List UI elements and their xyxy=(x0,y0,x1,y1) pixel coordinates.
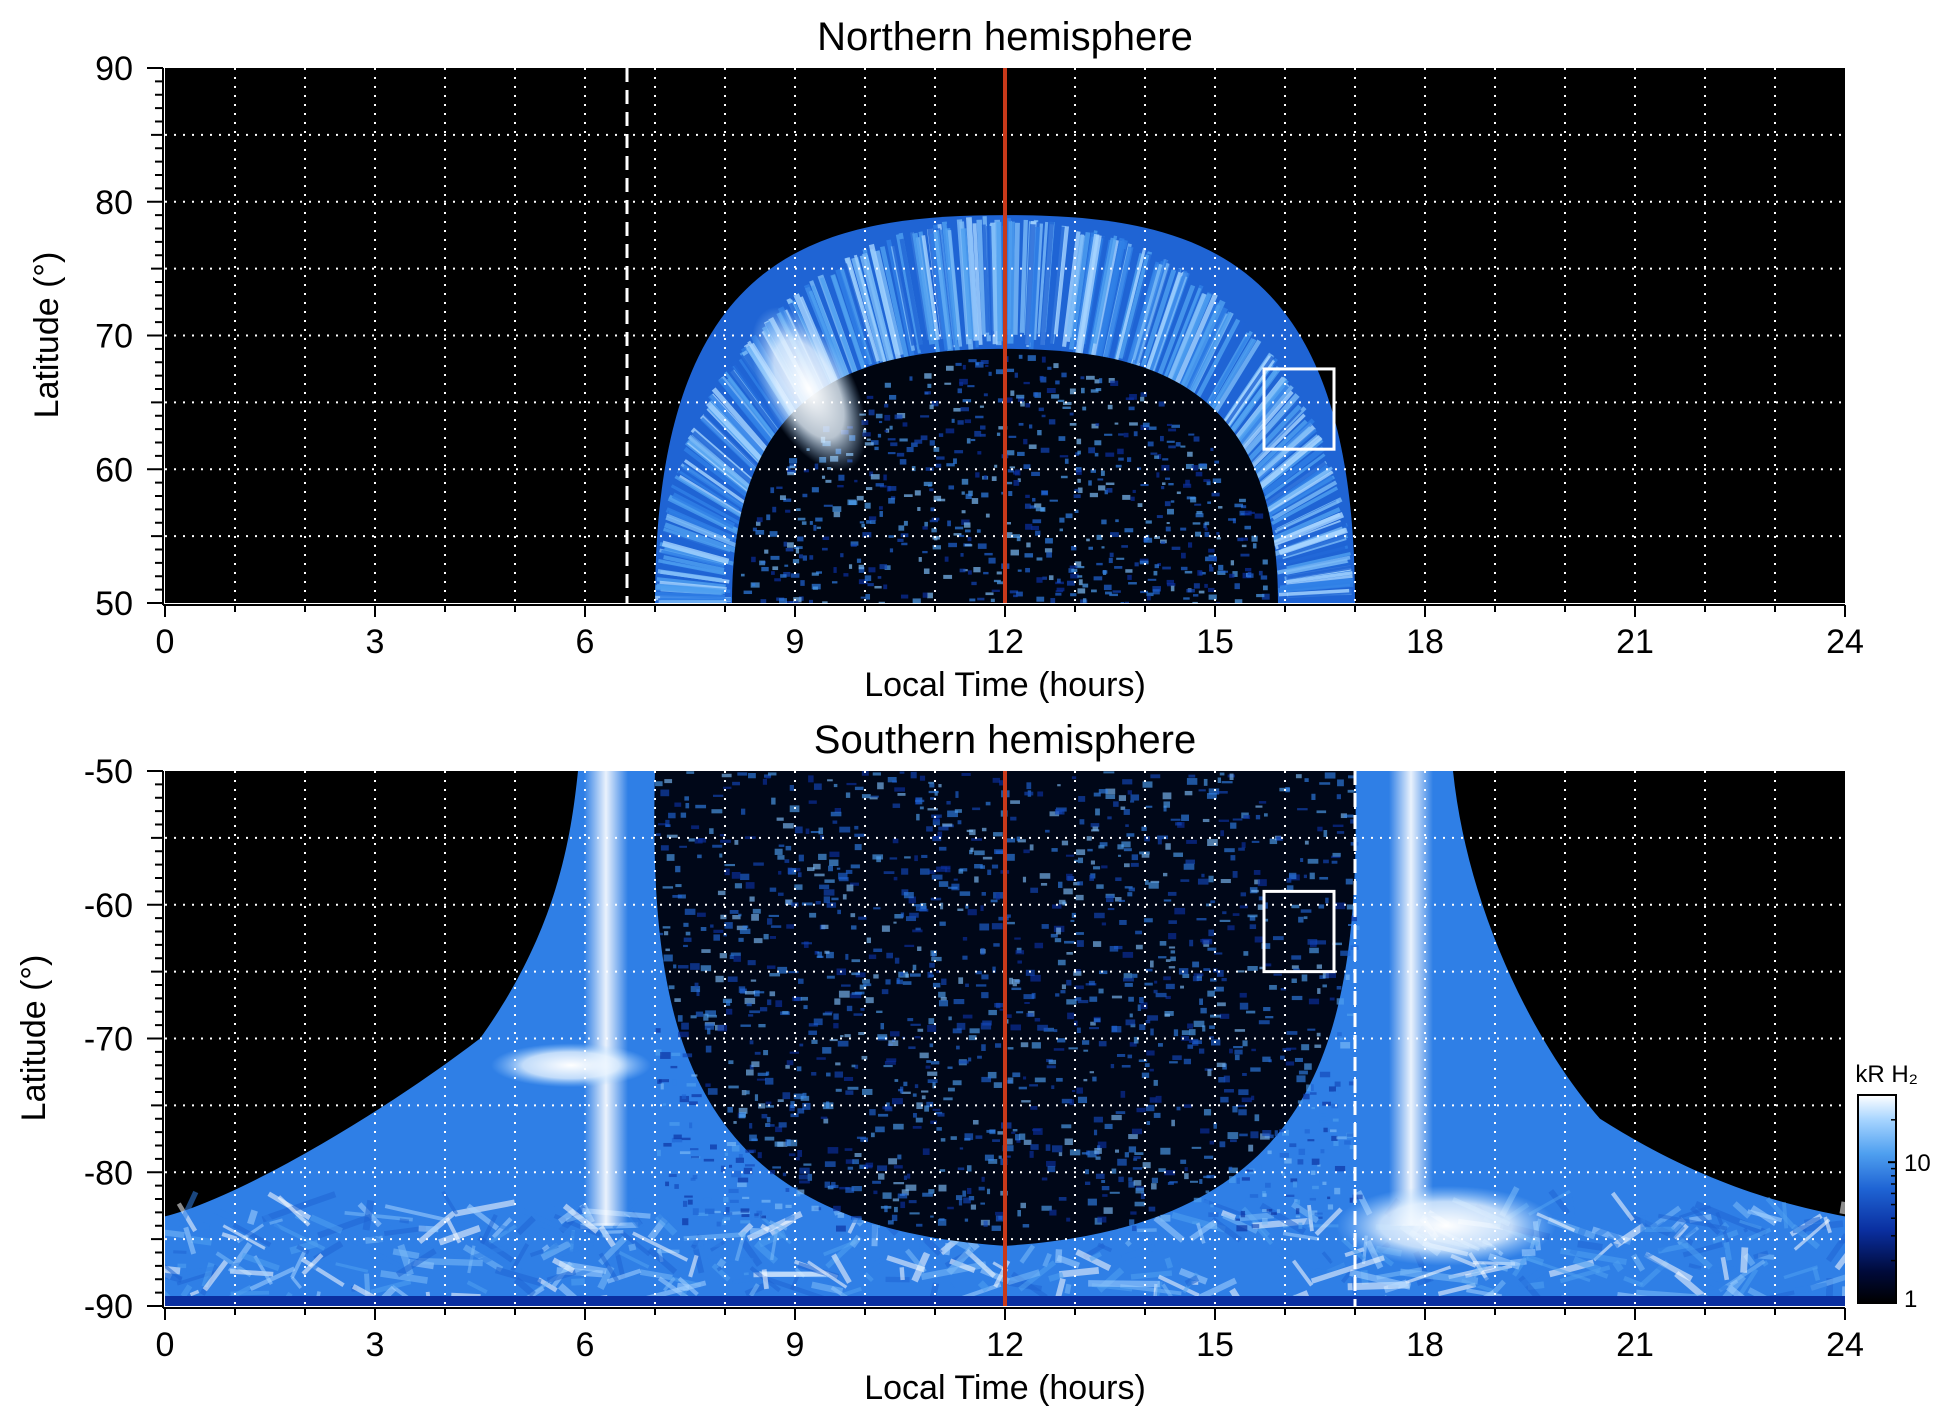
highlight-box xyxy=(1262,889,1336,974)
x-tick-label: 24 xyxy=(1826,623,1864,661)
chart-title-north: Northern hemisphere xyxy=(817,15,1193,59)
x-tick-label: 18 xyxy=(1406,623,1444,661)
southern-hemisphere-panel: 0 3 6 9 12 15 18 21 24 -50 -60 -70 -80 -90 Southern h… xyxy=(15,718,1864,1407)
x-tick-label: 3 xyxy=(366,1326,385,1364)
x-axis-label-north: Local Time (hours) xyxy=(864,666,1146,704)
colorbar-gradient xyxy=(1857,1094,1897,1304)
y-tick-label: 90 xyxy=(95,50,133,88)
y-axis-label-south: Latitude (°) xyxy=(15,955,53,1122)
x-tick-label: 12 xyxy=(986,1326,1024,1364)
axes-north: 0 3 6 9 12 15 18 21 24 50 60 70 80 90 xyxy=(95,50,1864,661)
y-tick-label: -80 xyxy=(84,1154,133,1192)
y-tick-label: -50 xyxy=(84,753,133,791)
y-tick-label: 70 xyxy=(95,318,133,356)
bright-stripe-south-0 xyxy=(584,771,628,1226)
x-tick-label: 15 xyxy=(1196,1326,1234,1364)
x-tick-label: 6 xyxy=(576,1326,595,1364)
y-tick-label: -60 xyxy=(84,887,133,925)
colorbar-tick-label: 1 xyxy=(1904,1286,1917,1313)
y-tick-label: -90 xyxy=(84,1288,133,1326)
bright-stripe-south-1 xyxy=(1389,771,1433,1226)
y-tick-label: 60 xyxy=(95,451,133,489)
bright-spot-south xyxy=(491,1043,651,1088)
bright-spot-north xyxy=(751,306,867,472)
grid-south xyxy=(165,771,1845,1306)
colorbar-label: kR H₂ xyxy=(1855,1061,1918,1088)
colorbar-ticks: 1 10 xyxy=(1888,1094,1931,1313)
overlays-north xyxy=(625,68,1336,603)
x-axis-label-south: Local Time (hours) xyxy=(864,1369,1146,1407)
bright-patch-south xyxy=(1336,1185,1556,1266)
x-tick-label: 21 xyxy=(1616,1326,1654,1364)
x-tick-label: 9 xyxy=(786,1326,805,1364)
x-tick-label: 0 xyxy=(156,623,175,661)
grid-north xyxy=(165,68,1845,603)
x-tick-label: 0 xyxy=(156,1326,175,1364)
axes-south: 0 3 6 9 12 15 18 21 24 -50 -60 -70 -80 -90 xyxy=(84,753,1864,1364)
x-tick-label: 9 xyxy=(786,623,805,661)
y-tick-label: 50 xyxy=(95,585,133,623)
y-axis-label-north: Latitude (°) xyxy=(28,252,66,419)
x-tick-label: 15 xyxy=(1196,623,1234,661)
x-tick-label: 12 xyxy=(986,623,1024,661)
colorbar-tick-label: 10 xyxy=(1904,1150,1931,1177)
y-tick-label: -70 xyxy=(84,1021,133,1059)
chart-title-south: Southern hemisphere xyxy=(814,718,1196,762)
x-tick-label: 6 xyxy=(576,623,595,661)
northern-hemisphere-panel: 0 3 6 9 12 15 18 21 24 50 60 70 80 90 Northern hemisp… xyxy=(28,15,1864,704)
x-tick-label: 18 xyxy=(1406,1326,1444,1364)
colorbar: kR H₂ 1 10 xyxy=(1855,1061,1930,1313)
y-tick-label: 80 xyxy=(95,184,133,222)
x-tick-label: 3 xyxy=(366,623,385,661)
x-tick-label: 24 xyxy=(1826,1326,1864,1364)
x-tick-label: 21 xyxy=(1616,623,1654,661)
overlays-south xyxy=(1003,771,1357,1306)
highlight-box xyxy=(1262,367,1336,451)
